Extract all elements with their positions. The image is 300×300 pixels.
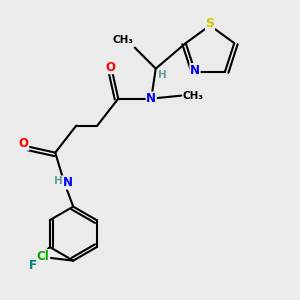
Text: H: H [55,176,63,186]
Text: CH₃: CH₃ [112,34,133,45]
Text: F: F [29,259,38,272]
Text: N: N [63,176,73,189]
Text: O: O [106,61,116,74]
Text: Cl: Cl [37,250,50,262]
Text: O: O [19,137,29,150]
Text: S: S [206,17,214,31]
Text: CH₃: CH₃ [183,91,204,100]
Text: N: N [190,64,200,76]
Text: H: H [158,70,167,80]
Text: N: N [146,92,156,105]
